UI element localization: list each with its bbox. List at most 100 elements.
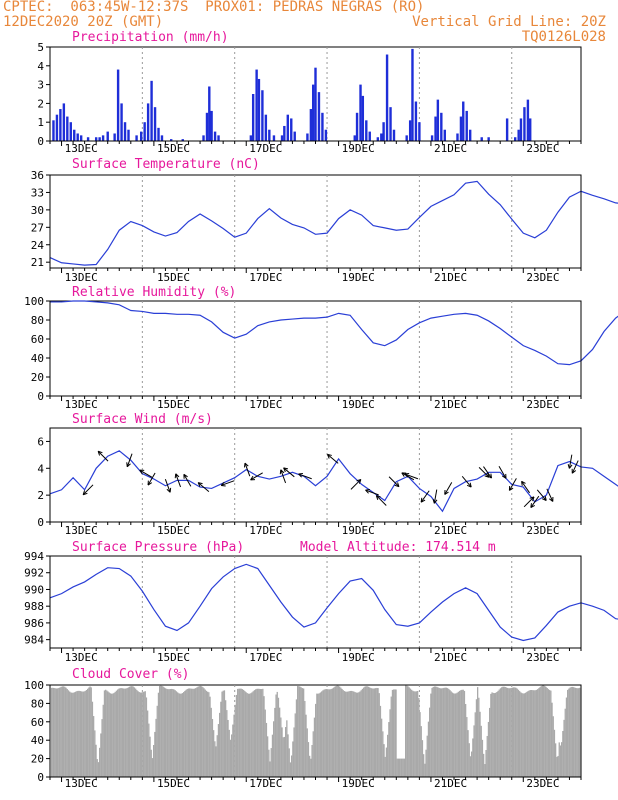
panel-cloud: Cloud Cover (%) 0 20 40 60 80 100 13DEC 15DEC 17D…	[24, 667, 582, 790]
cloud-column	[532, 690, 534, 777]
cloud-column	[457, 691, 460, 777]
wind-arrow	[183, 473, 192, 487]
cloud-column	[552, 716, 554, 777]
cloud-column	[543, 685, 545, 777]
wind-arrow-shaft	[250, 472, 263, 481]
cloud-column	[468, 743, 470, 777]
precip-bar	[127, 129, 130, 141]
wind-arrow-shaft	[244, 462, 251, 477]
wind-arrow-head	[298, 472, 304, 478]
wind-arrow-head	[394, 482, 400, 488]
wind-arrow-shaft	[175, 473, 181, 488]
cloud-column	[58, 687, 60, 777]
cloud-column	[119, 688, 121, 777]
cloud-column	[276, 691, 278, 777]
date-label: 23DEC	[526, 777, 559, 790]
y-tick-label: 30	[31, 204, 44, 217]
cloud-column	[462, 689, 464, 777]
y-tick-label: 0	[37, 135, 44, 148]
wind-arrow	[298, 472, 312, 480]
wind-arrow-shaft	[183, 474, 192, 487]
cloud-column	[106, 690, 108, 777]
cloud-column	[105, 689, 107, 777]
cloud-column	[442, 688, 444, 777]
cloud-column	[513, 687, 515, 777]
cloud-column	[163, 687, 166, 777]
cloud-column	[82, 691, 84, 777]
cloud-column	[76, 691, 78, 777]
cloud-column	[531, 690, 533, 777]
wind-arrow-head	[97, 450, 103, 456]
cloud-column	[172, 689, 174, 777]
cloud-column	[139, 692, 142, 777]
wind-arrow-head	[375, 495, 381, 500]
cloud-column	[492, 692, 494, 777]
cloud-column	[324, 689, 326, 777]
date-label: 13DEC	[65, 651, 98, 664]
cloud-column	[148, 723, 150, 777]
date-label: 19DEC	[342, 651, 375, 664]
wind-arrow-shaft	[139, 469, 153, 478]
cloud-column	[189, 688, 191, 777]
wind-arrow	[508, 478, 517, 491]
panel-annotation: Model Altitude: 174.514 m	[300, 540, 496, 555]
cloud-column	[479, 711, 481, 777]
precip-bar	[205, 112, 209, 141]
cloud-column	[213, 730, 215, 777]
cloud-column	[78, 690, 80, 777]
wind-arrow-shaft	[350, 479, 362, 490]
panel-precip: Precipitation (mm/h) 0 1 2 3 4 5 13DEC 15DEC 17DE…	[37, 30, 582, 155]
cloud-column	[415, 691, 418, 777]
precip-bar	[462, 101, 465, 141]
pres-series-line	[49, 563, 618, 642]
precip-bar	[286, 114, 289, 141]
wind-arrow-shaft	[420, 490, 430, 503]
cloud-column	[483, 753, 485, 777]
wind-arrow	[139, 469, 153, 478]
cloud-column	[567, 689, 569, 777]
cloud-column	[565, 697, 568, 777]
wind-arrow-head	[501, 473, 507, 479]
cloud-column	[413, 691, 415, 777]
cloud-column	[412, 690, 414, 777]
cloud-column	[108, 692, 110, 777]
cloud-column	[142, 692, 144, 777]
cloud-column	[405, 685, 407, 777]
cloud-column	[93, 716, 95, 777]
cloud-column	[225, 700, 227, 777]
cloud-column	[53, 687, 55, 777]
date-label: 23DEC	[526, 398, 559, 411]
cloud-column	[480, 725, 482, 777]
precip-bar	[480, 137, 483, 141]
y-tick-label: 2	[37, 489, 44, 502]
cloud-column	[221, 691, 223, 777]
cloud-column	[539, 687, 541, 777]
cloud-column	[96, 759, 98, 777]
cloud-column	[394, 689, 396, 777]
cloud-column	[298, 686, 300, 777]
date-label: 15DEC	[157, 777, 190, 790]
cloud-column	[178, 693, 180, 777]
cloud-column	[423, 754, 425, 777]
precip-bar	[519, 118, 523, 141]
precip-bar	[514, 137, 517, 141]
cloud-column	[424, 763, 426, 777]
cloud-column	[229, 739, 232, 777]
cloud-column	[340, 687, 342, 777]
wind-arrow-head	[541, 496, 547, 501]
cloud-column	[60, 686, 62, 777]
precip-bar	[150, 80, 153, 141]
cloud-column	[401, 758, 403, 777]
cloud-column	[133, 687, 136, 777]
cloud-column	[325, 689, 328, 777]
date-label: 21DEC	[434, 271, 467, 284]
cloud-column	[87, 688, 89, 777]
cloud-column	[333, 687, 335, 777]
cloud-column	[72, 692, 74, 777]
cloud-column	[127, 687, 130, 777]
cloud-column	[79, 691, 82, 777]
cloud-column	[408, 687, 410, 777]
cloud-column	[167, 689, 169, 777]
cloud-column	[255, 689, 257, 777]
cloud-column	[319, 692, 322, 777]
